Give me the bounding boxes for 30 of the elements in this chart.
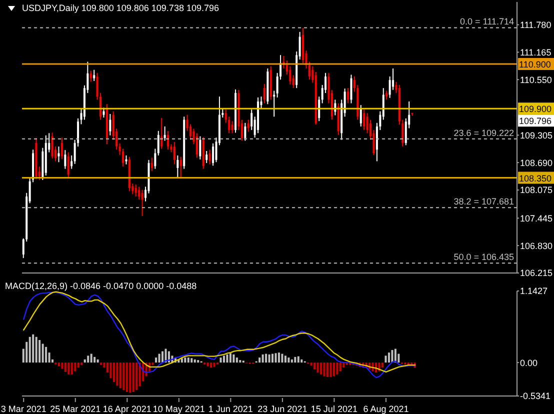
y-tick-label: 106.215 bbox=[520, 268, 553, 278]
chart-title: USDJPY,Daily 109.800 109.806 109.738 109.796 bbox=[22, 3, 219, 14]
y-tick-label: 111.780 bbox=[520, 20, 552, 30]
x-tick-label: 10 May 2021 bbox=[152, 404, 205, 414]
y-tick-label: 0.00 bbox=[520, 358, 538, 368]
y-tick-label: -0.5341 bbox=[520, 391, 551, 402]
x-tick-label: 25 Mar 2021 bbox=[50, 404, 101, 414]
y-tick-label: 108.690 bbox=[520, 158, 553, 168]
y-tick-label: 1.1427 bbox=[520, 286, 548, 296]
ref-line-label: 109.900 bbox=[519, 104, 552, 114]
y-tick-label: 111.165 bbox=[520, 47, 552, 58]
ref-line-label: 108.350 bbox=[519, 173, 552, 184]
text: 109.796 bbox=[519, 116, 552, 126]
y-tick-label: 110.550 bbox=[520, 74, 552, 85]
x-tick-label: 15 Jul 2021 bbox=[310, 404, 358, 414]
x-tick-label: 1 Jun 2021 bbox=[208, 404, 253, 414]
ref-line-label: 50.0 = 106.435 bbox=[454, 252, 514, 262]
ref-line-label: 38.2 = 107.681 bbox=[454, 196, 514, 207]
x-tick-label: 16 Apr 2021 bbox=[102, 404, 152, 414]
y-tick-label: 106.830 bbox=[520, 240, 553, 251]
ref-line-label: 0.0 = 111.714 bbox=[460, 16, 514, 27]
chart-title: MACD(12,26,9) -0.0846 -0.0470 0.0000 -0.0488 bbox=[5, 281, 197, 292]
ref-line-label: 23.6 = 109.222 bbox=[454, 128, 514, 138]
x-tick-label: 3 Mar 2021 bbox=[0, 404, 46, 414]
x-tick-label: 23 Jun 2021 bbox=[258, 404, 308, 414]
y-tick-label: 107.445 bbox=[520, 213, 553, 224]
x-tick-label: 6 Aug 2021 bbox=[363, 404, 409, 414]
ref-line-label: 110.900 bbox=[519, 60, 551, 70]
y-tick-label: 109.305 bbox=[520, 130, 553, 140]
y-tick-label: 108.075 bbox=[520, 185, 553, 196]
